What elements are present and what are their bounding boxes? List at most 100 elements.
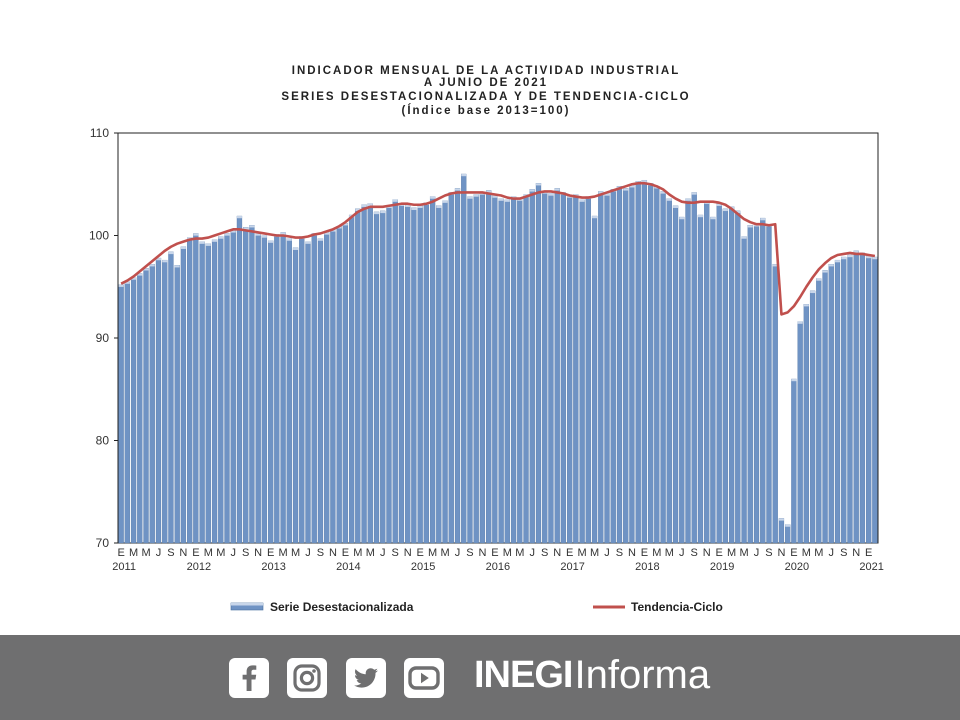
y-tick-label: 70	[96, 536, 110, 550]
bar	[591, 215, 598, 544]
bar-cap	[405, 204, 411, 207]
instagram-icon[interactable]	[287, 658, 327, 698]
bar-cap	[174, 265, 180, 268]
title-line-3: (Índice base 2013=100)	[402, 104, 571, 117]
bar	[554, 188, 560, 544]
bar	[267, 240, 274, 544]
x-tick-label: N	[777, 547, 785, 559]
x-tick-label: N	[628, 547, 636, 559]
bar	[386, 205, 392, 544]
bar-cap	[810, 290, 816, 294]
bar	[585, 196, 591, 544]
x-tick-label: S	[691, 547, 698, 559]
legend-bar-swatch-highlight	[231, 603, 263, 606]
bar	[361, 204, 367, 544]
bar	[461, 173, 467, 544]
bar-cap	[149, 264, 155, 267]
x-year-label: 2016	[486, 561, 510, 573]
bar-cap	[623, 188, 629, 191]
bar-cap	[305, 241, 311, 244]
bar-cap	[467, 196, 473, 199]
bar-cap	[548, 193, 554, 196]
bar	[660, 191, 666, 544]
bar-cap	[461, 174, 467, 177]
bar-cap	[866, 256, 872, 259]
bar	[816, 278, 822, 544]
bar	[510, 196, 517, 544]
x-tick-label: M	[665, 547, 674, 559]
x-year-label: 2012	[187, 561, 211, 573]
x-tick-label: N	[254, 547, 262, 559]
x-tick-label: J	[754, 547, 760, 559]
x-tick-label: M	[278, 547, 287, 559]
bar-cap	[286, 238, 292, 241]
bar	[373, 211, 380, 544]
bar	[841, 256, 847, 544]
bar	[610, 189, 616, 544]
bar-cap	[772, 264, 778, 267]
bar	[747, 225, 753, 544]
bar-cap	[722, 208, 728, 212]
bar-cap	[261, 235, 267, 238]
x-tick-label: S	[392, 547, 399, 559]
bar-cap	[797, 321, 803, 324]
bar-cap	[137, 273, 143, 276]
bar	[230, 230, 236, 544]
bar-cap	[199, 241, 205, 244]
bar-cap	[430, 196, 436, 199]
bar	[735, 210, 741, 544]
bar-cap	[841, 257, 847, 260]
bar	[143, 268, 149, 544]
bar	[224, 233, 230, 544]
x-tick-label: M	[129, 547, 138, 559]
x-tick-label: J	[305, 547, 311, 559]
bar	[803, 304, 809, 544]
bar-cap	[785, 524, 791, 527]
title-line-2: SERIES DESESTACIONALIZADA Y DE TENDENCIA…	[281, 91, 690, 103]
bar-cap	[442, 200, 448, 203]
bar	[243, 227, 249, 544]
x-tick-label: M	[216, 547, 225, 559]
bar	[118, 284, 124, 544]
x-tick-label: S	[840, 547, 847, 559]
bar	[305, 241, 311, 544]
bar	[641, 179, 648, 544]
x-year-label: 2014	[336, 561, 360, 573]
bar	[330, 229, 336, 544]
x-tick-label: E	[491, 547, 498, 559]
x-tick-label: J	[156, 547, 162, 559]
y-tick-label: 80	[96, 434, 110, 448]
bar-cap	[498, 198, 504, 201]
bar	[249, 225, 255, 544]
bar-cap	[131, 277, 137, 280]
bar	[186, 237, 193, 544]
inegi-informa-logo: INEGIInforma	[474, 653, 710, 703]
x-tick-label: S	[765, 547, 772, 559]
facebook-icon[interactable]	[229, 658, 269, 698]
x-tick-label: E	[416, 547, 423, 559]
bar	[685, 198, 691, 544]
twitter-icon[interactable]	[346, 658, 386, 698]
bar	[722, 208, 729, 544]
bar	[772, 264, 778, 544]
footer-bar: INEGIInforma	[0, 635, 960, 720]
bar-cap	[835, 260, 840, 263]
bar	[130, 277, 137, 544]
x-tick-label: E	[715, 547, 722, 559]
bar-cap	[673, 205, 679, 208]
bar	[766, 224, 772, 544]
bar	[155, 257, 162, 544]
bar	[535, 183, 542, 544]
youtube-icon[interactable]	[404, 658, 444, 698]
bar-cap	[168, 251, 174, 255]
bar	[174, 265, 180, 544]
bar	[859, 252, 866, 544]
bar-cap	[710, 217, 716, 220]
legend-bar-label: Serie Desestacionalizada	[270, 600, 414, 614]
bar-cap	[504, 199, 510, 202]
x-tick-label: N	[478, 547, 486, 559]
x-tick-label: M	[204, 547, 213, 559]
bar-cap	[392, 199, 398, 202]
bar-cap	[803, 304, 809, 307]
bar	[261, 235, 268, 544]
